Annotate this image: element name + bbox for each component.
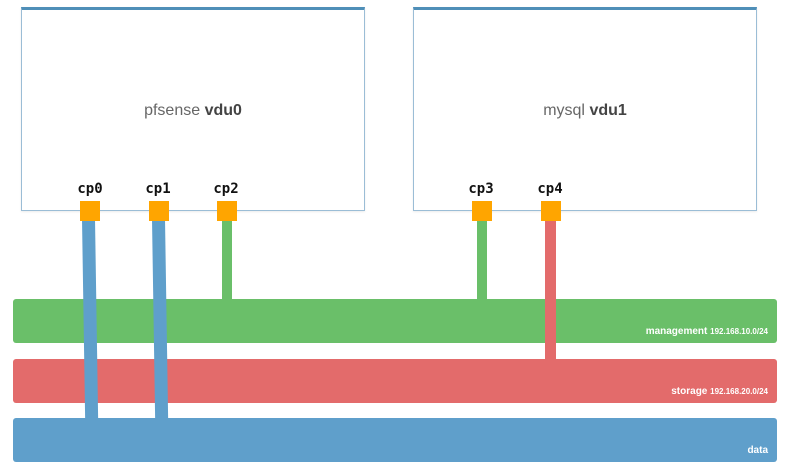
network-subnet: 192.168.10.0/24: [710, 327, 768, 336]
link-cp4-storage: [545, 219, 556, 361]
cp-label-cp2: cp2: [206, 181, 246, 197]
network-data-label: data: [747, 445, 768, 456]
connection-point-cp3[interactable]: [472, 201, 492, 221]
vdu-title: mysql vdu1: [414, 102, 756, 120]
network-name: data: [747, 445, 768, 456]
vdu-image: pfsense: [144, 102, 200, 119]
cp-label-cp3: cp3: [461, 181, 501, 197]
link-cp3-management: [477, 219, 487, 301]
cp-label-cp0: cp0: [70, 181, 110, 197]
vdu-name: vdu0: [205, 102, 242, 119]
vdu-name: vdu1: [589, 102, 626, 119]
connection-point-cp0[interactable]: [80, 201, 100, 221]
network-storage-label: storage 192.168.20.0/24: [671, 386, 768, 397]
link-cp0-data: [82, 219, 98, 420]
network-subnet: 192.168.20.0/24: [710, 387, 768, 396]
network-management[interactable]: management 192.168.10.0/24: [13, 299, 777, 343]
cp-label-cp4: cp4: [530, 181, 570, 197]
network-data[interactable]: data: [13, 418, 777, 462]
network-name: storage: [671, 386, 707, 397]
network-storage[interactable]: storage 192.168.20.0/24: [13, 359, 777, 403]
network-management-label: management 192.168.10.0/24: [646, 326, 768, 337]
connection-point-cp1[interactable]: [149, 201, 169, 221]
link-cp2-management: [222, 219, 232, 301]
vdu-image: mysql: [543, 102, 585, 119]
cp-label-cp1: cp1: [138, 181, 178, 197]
network-name: management: [646, 326, 708, 337]
vdu-title: pfsense vdu0: [22, 102, 364, 120]
connection-point-cp4[interactable]: [541, 201, 561, 221]
connection-point-cp2[interactable]: [217, 201, 237, 221]
link-cp1-data: [152, 219, 168, 420]
